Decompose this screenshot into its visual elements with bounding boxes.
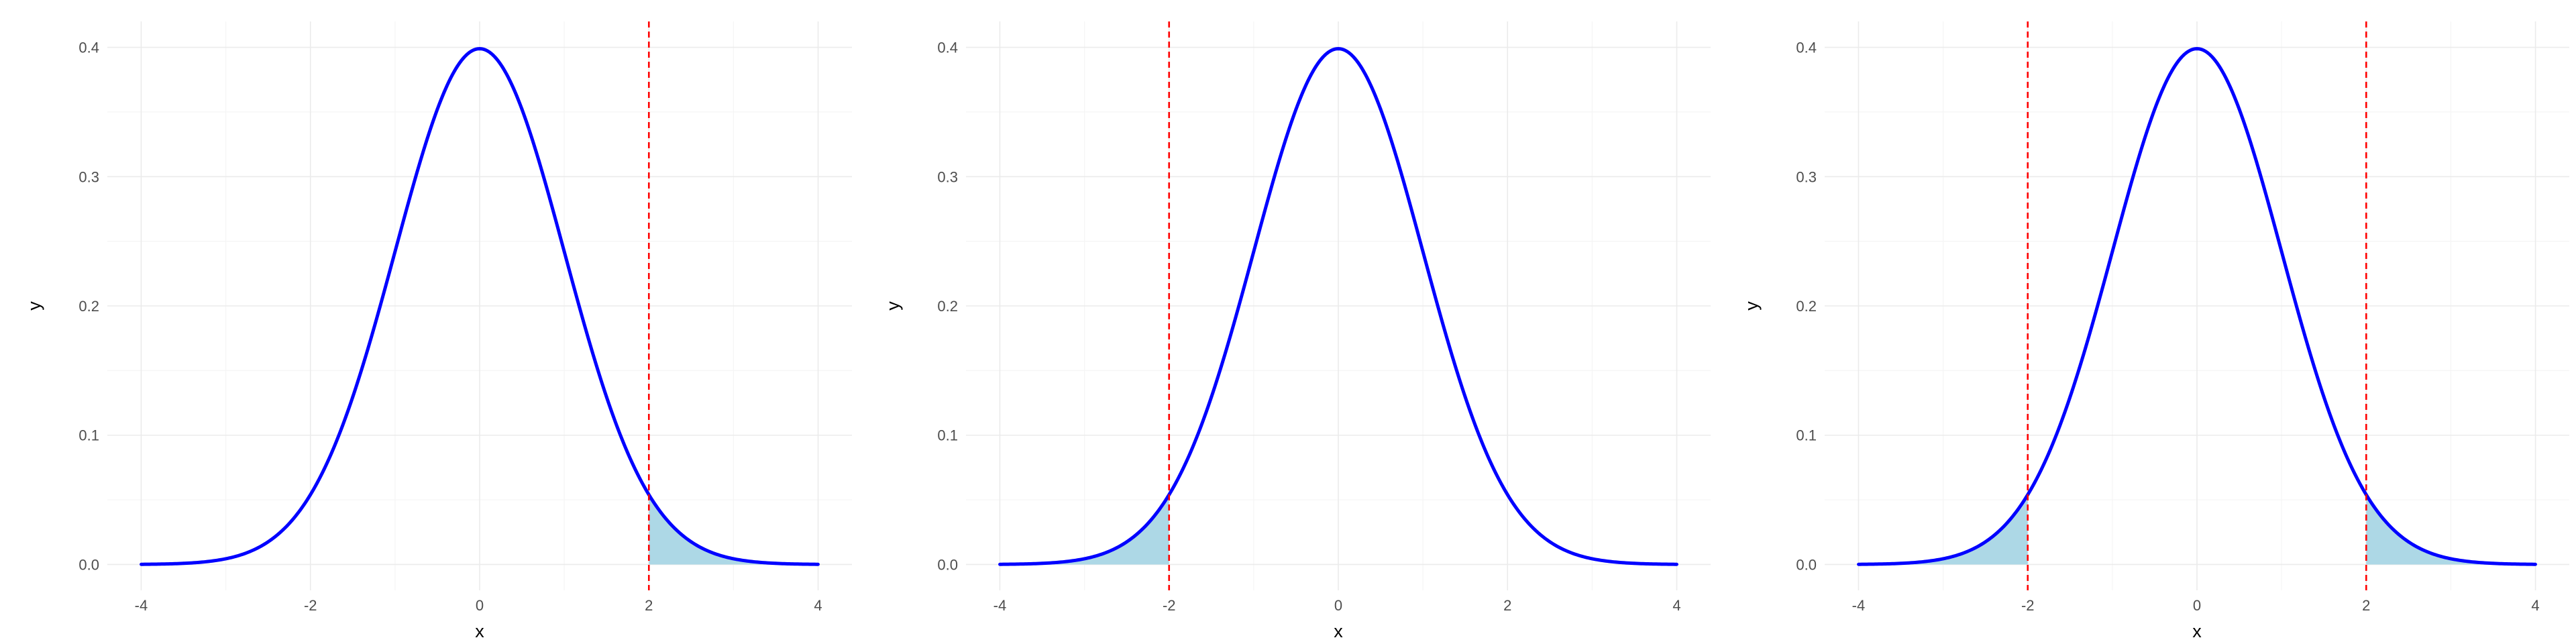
chart-svg: -4 -2 0 2 4 0.0 0.1 0.2 0.3 0.4 x y [883, 21, 1711, 641]
curve-point [2279, 250, 2284, 254]
curve-point [520, 107, 524, 111]
curve-point [562, 250, 566, 254]
chart-svg: -4 -2 0 2 4 0.0 0.1 0.2 0.3 0.4 x y [1741, 21, 2569, 641]
y-axis-title: y [883, 301, 903, 311]
y-tick-label: 0.4 [1796, 40, 1817, 56]
curve-point [1125, 540, 1129, 544]
curve-point [1463, 395, 1467, 399]
x-tick-label: 2 [2362, 597, 2370, 614]
y-tick-label: 0.2 [1796, 298, 1817, 315]
y-tick-label: 0.4 [937, 40, 958, 56]
curve-point [1040, 561, 1044, 566]
major-grid [107, 21, 852, 590]
y-tick-label: 0.3 [937, 168, 958, 185]
curve-point [478, 47, 482, 51]
chart-panel-left-tail: -4 -2 0 2 4 0.0 0.1 0.2 0.3 0.4 x y [859, 0, 1717, 644]
y-tick-label: 0.1 [937, 427, 958, 444]
curve-point [2237, 107, 2241, 111]
y-tick-label: 0.3 [1796, 168, 1817, 185]
curve-point [2322, 395, 2326, 399]
x-tick-label: 4 [814, 597, 822, 614]
curve-point [1857, 562, 1860, 566]
x-axis-title: x [2192, 621, 2202, 641]
y-tick-label: 0.1 [1796, 427, 1817, 444]
y-axis-title: y [1741, 301, 1762, 311]
x-tick-label: 2 [645, 597, 653, 614]
chart-panel-two-tails: -4 -2 0 2 4 0.0 0.1 0.2 0.3 0.4 x y [1717, 0, 2576, 644]
x-tick-label: -2 [304, 597, 317, 614]
curve-point [1548, 540, 1552, 544]
shaded-tail-area [2366, 494, 2536, 565]
curve-point [2449, 557, 2453, 561]
major-grid [966, 21, 1711, 590]
curve-point [604, 395, 608, 399]
curve-point [140, 562, 143, 566]
x-tick-label: 0 [2193, 597, 2201, 614]
curve-point [689, 540, 693, 544]
curve-point [732, 557, 735, 561]
curve-point [1379, 107, 1383, 111]
x-tick-label: 0 [1334, 597, 1342, 614]
x-tick-label: 4 [2531, 597, 2539, 614]
curve-point [351, 395, 355, 399]
curve-point [1633, 561, 1636, 566]
y-tick-label: 0.3 [78, 168, 99, 185]
x-tick-label: -2 [2021, 597, 2035, 614]
chart-svg: -4 -2 0 2 4 0.0 0.1 0.2 0.3 0.4 x y [24, 21, 852, 641]
x-tick-label: -4 [1852, 597, 1866, 614]
curve-point [816, 562, 820, 566]
shaded-tail-area [649, 494, 818, 565]
chart-panel-right-tail: -4 -2 0 2 4 0.0 0.1 0.2 0.3 0.4 x y [0, 0, 859, 644]
curve-point [2406, 540, 2410, 544]
curve-point [1984, 540, 1988, 544]
curve-point [1083, 557, 1086, 561]
y-axis-title: y [24, 301, 44, 311]
curve-point [266, 540, 270, 544]
x-axis-title: x [1334, 621, 1343, 641]
curve-point [998, 562, 1002, 566]
curve-point [2110, 250, 2114, 254]
shaded-tail-area [1000, 494, 1169, 565]
curve-point [2195, 47, 2199, 51]
curve-point [182, 561, 185, 566]
curve-point [1421, 250, 1425, 254]
y-tick-label: 0.0 [937, 556, 958, 573]
curve-point [1675, 562, 1678, 566]
curve-point [774, 561, 777, 566]
curve-point [2491, 561, 2495, 566]
y-tick-label: 0.2 [937, 298, 958, 315]
y-tick-label: 0.2 [78, 298, 99, 315]
curve-point [2153, 107, 2157, 111]
x-tick-label: -4 [135, 597, 148, 614]
curve-point [1505, 492, 1509, 496]
x-tick-label: 2 [1503, 597, 1511, 614]
major-grid [1825, 21, 2569, 590]
y-tick-label: 0.1 [78, 427, 99, 444]
curve-point [1899, 561, 1902, 566]
curve-point [2068, 395, 2072, 399]
x-tick-label: -2 [1163, 597, 1176, 614]
x-axis-title: x [475, 621, 484, 641]
curve-point [224, 557, 227, 561]
curve-point [1336, 47, 1340, 51]
y-tick-label: 0.0 [78, 556, 99, 573]
curve-point [1252, 250, 1256, 254]
curve-point [1941, 557, 1945, 561]
curve-point [1210, 395, 1214, 399]
curve-point [1294, 107, 1298, 111]
curve-point [393, 250, 397, 254]
curve-point [435, 107, 439, 111]
y-tick-label: 0.0 [1796, 556, 1817, 573]
curve-point [2534, 562, 2537, 566]
curve-point [1591, 557, 1594, 561]
x-tick-label: 4 [1672, 597, 1680, 614]
shaded-tail-area [1858, 494, 2028, 565]
curve-point [309, 492, 313, 496]
x-tick-label: -4 [994, 597, 1007, 614]
x-tick-label: 0 [476, 597, 484, 614]
y-tick-label: 0.4 [78, 40, 99, 56]
